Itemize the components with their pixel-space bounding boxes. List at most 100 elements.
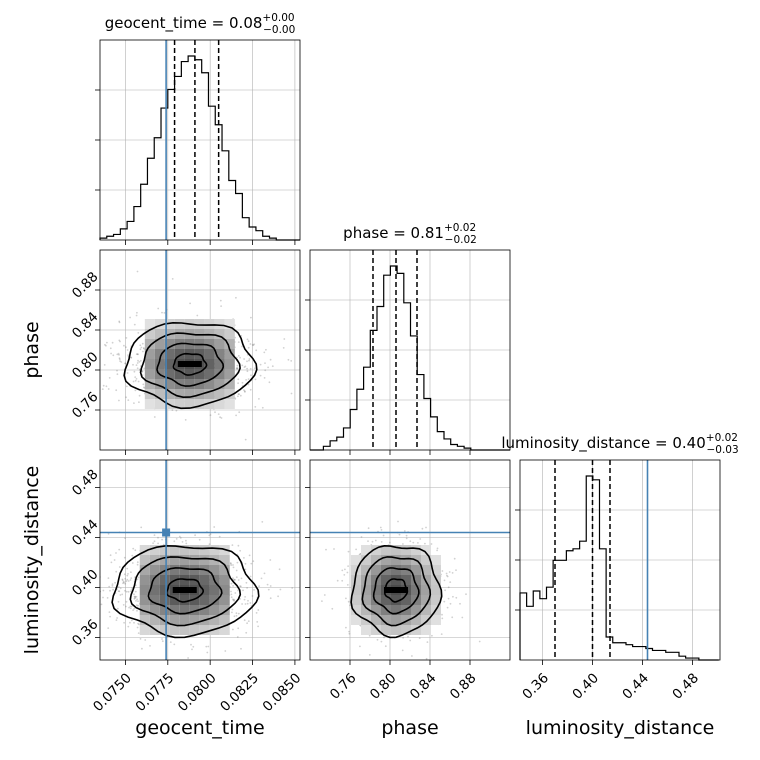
scatter-point <box>136 367 139 370</box>
scatter-point <box>127 354 129 356</box>
density-cell <box>361 585 371 595</box>
scatter-point <box>250 374 252 377</box>
density-cell <box>204 319 215 329</box>
density-cell <box>421 565 431 575</box>
density-cell <box>144 399 155 409</box>
scatter-point <box>267 366 269 369</box>
x-tick-label: 0.0825 <box>217 670 262 715</box>
scatter-point <box>279 588 282 591</box>
scatter-point <box>246 370 249 373</box>
density-cell <box>149 595 160 605</box>
density-cell <box>179 625 190 635</box>
scatter-point <box>371 540 374 543</box>
scatter-point <box>122 582 124 585</box>
scatter-point <box>402 543 404 545</box>
scatter-point <box>133 370 136 373</box>
scatter-point <box>119 594 122 596</box>
scatter-point <box>118 321 121 324</box>
ylabel-phase: phase <box>21 321 43 378</box>
density-cell <box>154 339 165 349</box>
density-cell <box>219 605 230 615</box>
panel-2d-geocent_time-luminosity_distance <box>99 459 301 661</box>
scatter-point <box>125 385 128 388</box>
scatter-point <box>241 345 243 348</box>
scatter-point <box>409 540 412 543</box>
scatter-point <box>254 367 256 370</box>
scatter-point <box>112 588 114 591</box>
scatter-point <box>117 352 120 355</box>
density-cell <box>381 625 391 635</box>
scatter-point <box>347 550 350 553</box>
scatter-point <box>341 579 344 582</box>
contour <box>172 352 208 376</box>
scatter-point <box>134 596 137 598</box>
scatter-point <box>119 360 121 362</box>
scatter-point <box>125 396 127 399</box>
scatter-point <box>258 398 260 400</box>
density-cell <box>219 595 230 605</box>
scatter-point <box>178 535 181 538</box>
scatter-point <box>52 374 54 376</box>
peak-marker <box>172 587 197 593</box>
density-cell <box>199 625 210 635</box>
scatter-point <box>122 604 125 606</box>
density-cell <box>149 585 160 595</box>
scatter-point <box>126 567 129 570</box>
scatter-point <box>218 535 221 538</box>
scatter-point <box>190 643 192 646</box>
density-cell <box>204 349 215 359</box>
scatter-point <box>123 581 125 584</box>
scatter-point <box>153 416 156 418</box>
scatter-point <box>232 585 235 587</box>
title-plus: +0.00 <box>262 12 294 24</box>
density-cell <box>189 615 200 625</box>
scatter-point <box>347 600 350 603</box>
density-cell <box>174 369 185 379</box>
density-cell <box>139 625 150 635</box>
scatter-point <box>217 413 220 415</box>
scatter-point <box>130 356 132 359</box>
scatter-point <box>248 358 251 360</box>
scatter-point <box>133 607 136 610</box>
scatter-point <box>125 600 128 603</box>
contour <box>111 544 260 639</box>
scatter-point <box>446 606 449 609</box>
contour <box>361 556 432 627</box>
scatter-point <box>407 635 409 638</box>
scatter-point <box>220 305 223 307</box>
scatter-point <box>123 621 125 624</box>
density-cell <box>411 565 421 575</box>
scatter-point <box>290 392 293 395</box>
scatter-point <box>116 617 118 619</box>
scatter-point <box>100 603 103 606</box>
gridlines <box>100 250 300 450</box>
density-cell <box>411 615 421 625</box>
density-cell <box>144 379 155 389</box>
density-cell <box>361 545 371 555</box>
scatter-point <box>368 654 371 656</box>
density-cell <box>351 575 361 585</box>
scatter-point <box>368 634 371 637</box>
density-cell <box>431 555 441 565</box>
scatter-point <box>118 339 121 342</box>
scatter-point <box>161 311 163 314</box>
contour <box>156 342 225 387</box>
density-cell <box>139 575 150 585</box>
scatter-point <box>256 621 259 623</box>
scatter-point <box>171 409 174 411</box>
density-cell <box>154 349 165 359</box>
scatter-point <box>425 526 427 529</box>
truth-point <box>162 528 171 537</box>
scatter-point <box>121 579 124 582</box>
scatter-point <box>187 657 190 659</box>
title-geocent_time: geocent_time = 0.08+0.00 −0.00 <box>105 12 296 36</box>
scatter-point <box>478 640 481 643</box>
scatter-point <box>129 605 132 608</box>
x-tick-label: 0.80 <box>367 670 400 703</box>
scatter-point <box>141 370 144 373</box>
scatter-point <box>236 368 239 370</box>
density-cell <box>411 625 421 635</box>
scatter-point <box>244 391 246 393</box>
scatter-point <box>445 572 448 575</box>
density-cell <box>179 555 190 565</box>
